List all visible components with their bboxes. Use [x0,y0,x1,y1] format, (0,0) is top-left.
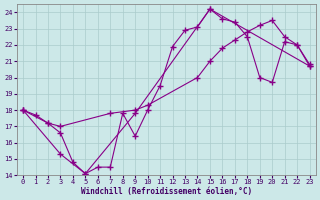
X-axis label: Windchill (Refroidissement éolien,°C): Windchill (Refroidissement éolien,°C) [81,187,252,196]
